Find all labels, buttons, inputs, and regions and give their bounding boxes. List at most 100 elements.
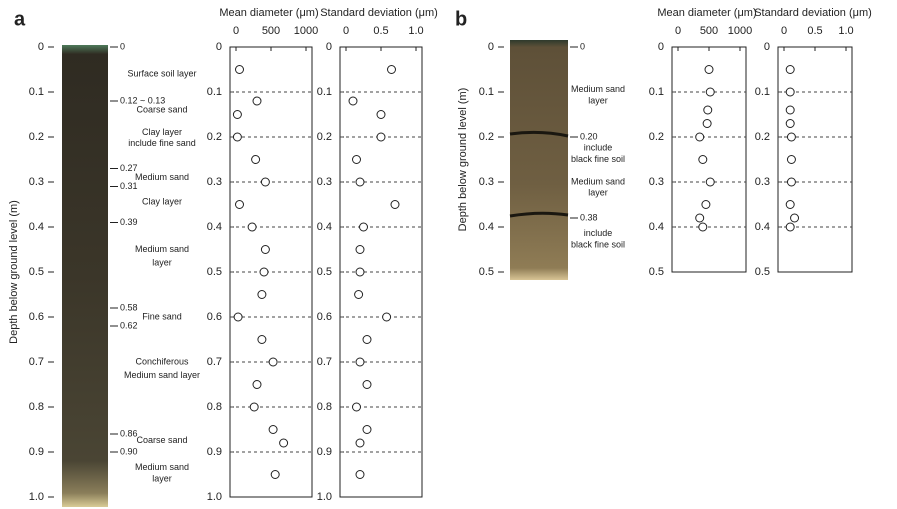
y-tick-label: 0.3 (755, 176, 770, 188)
y-tick-label: 0.1 (29, 86, 44, 98)
y-tick-label: 0.4 (479, 221, 494, 233)
layer-label: layer (152, 473, 172, 483)
layer-label: Medium sand layer (124, 370, 200, 380)
data-point (355, 267, 365, 277)
data-point (260, 245, 270, 254)
data-point (348, 96, 358, 106)
x-tick-label: 0 (233, 25, 239, 37)
data-point (705, 87, 715, 97)
y-tick-label: 0.4 (755, 221, 770, 233)
y-tick-label: 0.5 (755, 266, 770, 278)
data-point (235, 65, 244, 74)
data-point (785, 87, 795, 97)
depth-label: 0.31 (120, 181, 138, 191)
data-point (382, 312, 392, 322)
data-point (785, 65, 795, 74)
data-point (785, 222, 795, 232)
y-tick-label: 0.2 (29, 131, 44, 143)
data-point (355, 357, 365, 367)
axis-title: Mean diameter (μm) (657, 7, 756, 19)
data-point (268, 357, 278, 367)
layer-label: Medium sand (135, 172, 189, 182)
layer-label: layer (152, 257, 172, 267)
y-tick-label: 0.6 (317, 311, 332, 323)
y-tick-label: 0.3 (479, 176, 494, 188)
x-tick-label: 500 (262, 25, 280, 37)
x-tick-label: 1.0 (408, 25, 423, 37)
depth-label: 0.38 (580, 212, 598, 222)
y-tick-label: 0.1 (317, 86, 332, 98)
y-tick-label: 0.9 (317, 446, 332, 458)
core-photo (510, 40, 568, 280)
y-tick-label: 0.1 (649, 86, 664, 98)
data-point (355, 245, 365, 254)
depth-label: 0.86 (120, 428, 138, 438)
y-tick-label: 0.5 (29, 266, 44, 278)
data-point (251, 155, 261, 164)
layer-label: Fine sand (142, 311, 182, 321)
y-tick-label: 0.8 (207, 401, 222, 413)
data-point (270, 470, 280, 479)
data-point (249, 402, 259, 412)
data-point (785, 200, 795, 209)
y-tick-label: 0.2 (317, 131, 332, 143)
data-point (359, 222, 368, 232)
x-tick-label: 0 (781, 25, 787, 37)
data-point (698, 155, 708, 164)
data-point (252, 380, 262, 389)
y-tick-label: 0 (658, 41, 664, 53)
layer-label: Clay layer (142, 197, 182, 207)
data-point (786, 132, 796, 142)
data-point (785, 119, 795, 128)
y-tick-label: 0.5 (207, 266, 222, 278)
data-point (354, 290, 364, 299)
core-photo (62, 45, 108, 507)
y-tick-label: 0.9 (207, 446, 222, 458)
y-tick-label: 0.1 (479, 86, 494, 98)
y-tick-label: 0.3 (29, 176, 44, 188)
data-point (703, 105, 713, 115)
data-point (705, 177, 715, 187)
x-tick-label: 0.5 (373, 25, 388, 37)
layer-label: Surface soil layer (127, 68, 196, 78)
y-tick-label: 0.4 (317, 221, 332, 233)
y-tick-label: 0.3 (649, 176, 664, 188)
panel-label: a (14, 8, 26, 30)
y-tick-label: 0.1 (755, 86, 770, 98)
core-band (509, 130, 569, 138)
layer-label: Conchiferous (135, 356, 189, 366)
data-point (390, 200, 400, 209)
data-point (247, 222, 257, 232)
data-point (257, 290, 267, 299)
data-point (785, 105, 795, 115)
depth-label: 0.58 (120, 302, 138, 312)
layer-label: include fine sand (128, 138, 196, 148)
layer-label: Medium sand (135, 462, 189, 472)
y-tick-label: 0.7 (207, 356, 222, 368)
y-tick-label: 0 (216, 41, 222, 53)
y-tick-label: 0.2 (207, 131, 222, 143)
y-tick-label: 0.1 (207, 86, 222, 98)
layer-label: black fine soil (571, 154, 625, 164)
y-tick-label: 0.5 (649, 266, 664, 278)
y-axis-label: Depth below ground level (m) (457, 88, 469, 232)
y-tick-label: 0 (38, 41, 44, 53)
y-axis-label: Depth below ground level (m) (8, 200, 20, 344)
depth-label: 0.39 (120, 217, 138, 227)
data-point (257, 335, 267, 344)
layer-label: black fine soil (571, 239, 625, 249)
data-point (695, 132, 705, 142)
data-point (362, 380, 372, 389)
layer-label: Medium sand (571, 176, 625, 186)
y-tick-label: 0.4 (207, 221, 222, 233)
layer-label: Clay layer (142, 127, 182, 137)
depth-label: 0 (120, 41, 125, 51)
data-point (355, 438, 365, 448)
data-point (260, 177, 270, 187)
layer-label: Medium sand (571, 84, 625, 94)
layer-label: Coarse sand (136, 104, 187, 114)
data-point (362, 425, 372, 434)
data-point (355, 470, 365, 479)
y-tick-label: 0.8 (317, 401, 332, 413)
y-tick-label: 1.0 (29, 491, 44, 503)
